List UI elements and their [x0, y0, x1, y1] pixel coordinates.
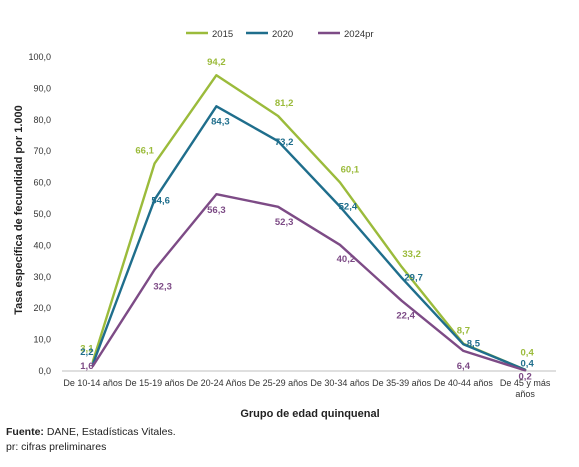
y-tick-label: 30,0: [33, 272, 51, 282]
data-label-2015: 33,2: [402, 249, 421, 260]
y-tick-label: 0,0: [38, 366, 51, 376]
source-label: Fuente:: [6, 426, 44, 438]
data-label-2020: 2,2: [80, 347, 93, 358]
data-label-2024pr: 22,4: [396, 311, 415, 322]
data-label-2020: 54,6: [151, 196, 170, 207]
data-label-2020: 8,5: [467, 338, 481, 349]
source-text: DANE, Estadísticas Vitales.: [43, 426, 176, 438]
data-label-2015: 66,1: [135, 145, 154, 156]
preliminary-note: pr: cifras preliminares: [6, 441, 107, 453]
data-label-2020: 52,4: [339, 201, 358, 212]
x-tick-label: De 20-24 Años: [187, 378, 247, 388]
data-label-2020: 84,3: [211, 116, 230, 127]
chart-legend: 2015 2020 2024pr: [186, 29, 374, 40]
x-tick-label: De 35-39 años: [372, 378, 432, 388]
y-axis-title: Tasa específica de fecundidad por 1.000: [13, 105, 25, 315]
data-label-2024pr: 52,3: [275, 217, 294, 228]
data-label-2020: 29,7: [404, 273, 423, 284]
x-axis: De 10-14 años De 15-19 años De 20-24 Años D…: [62, 370, 556, 399]
series-line-2024pr: [91, 192, 527, 372]
x-axis-title: Grupo de edad quinquenal: [240, 408, 379, 420]
series-line-2020: [91, 105, 527, 371]
legend-label-2020: 2020: [272, 29, 293, 40]
data-label-2024pr: 56,3: [207, 205, 226, 216]
data-label-2015: 94,2: [207, 57, 226, 68]
data-label-2024pr: 32,3: [153, 282, 172, 293]
x-tick-label: De 45 y más años: [500, 378, 551, 399]
data-label-2024pr: 6,4: [457, 361, 471, 372]
data-label-2015: 60,1: [341, 164, 360, 175]
series-line-2015: [91, 73, 527, 371]
data-label-2015: 8,7: [457, 326, 470, 337]
y-tick-label: 50,0: [33, 209, 51, 219]
x-tick-label: De 40-44 años: [434, 378, 494, 388]
data-label-2020: 73,2: [275, 137, 294, 148]
y-tick-label: 80,0: [33, 115, 51, 125]
data-label-2015: 81,2: [275, 98, 294, 109]
data-label-2024pr: 40,2: [337, 254, 356, 265]
fertility-rate-line-chart: 2015 2020 2024pr 0,0 10,0 20,0 30,0 40,0 50,0 60…: [13, 29, 556, 420]
y-tick-label: 20,0: [33, 303, 51, 313]
data-label-2024pr: 0,2: [519, 371, 532, 382]
legend-label-2015: 2015: [212, 29, 233, 40]
data-label-2024pr: 1,6: [80, 361, 93, 372]
x-tick-label: De 25-29 años: [249, 378, 309, 388]
y-tick-label: 40,0: [33, 240, 51, 250]
y-tick-label: 60,0: [33, 178, 51, 188]
data-label-2015: 3,1: [80, 343, 94, 354]
x-tick-label: De 10-14 años: [63, 378, 123, 388]
y-tick-label: 100,0: [28, 52, 51, 62]
y-tick-label: 90,0: [33, 83, 51, 93]
x-tick-label: De 15-19 años: [125, 378, 185, 388]
data-label-2015: 0,4: [521, 348, 535, 359]
y-axis: 0,0 10,0 20,0 30,0 40,0 50,0 60,0 70,0 80,0 90,0 1…: [28, 52, 51, 376]
series-lines: [91, 73, 527, 372]
legend-label-2024pr: 2024pr: [344, 29, 374, 40]
y-tick-label: 70,0: [33, 146, 51, 156]
x-tick-label: De 30-34 años: [310, 378, 370, 388]
data-labels: 3,1 66,1 94,2 81,2 60,1 33,2 8,7 0,4 2,2 54,6 84,3…: [80, 57, 534, 382]
y-tick-label: 10,0: [33, 335, 51, 345]
source-note: Fuente: DANE, Estadísticas Vitales.: [6, 426, 176, 438]
data-label-2020: 0,4: [521, 359, 535, 370]
